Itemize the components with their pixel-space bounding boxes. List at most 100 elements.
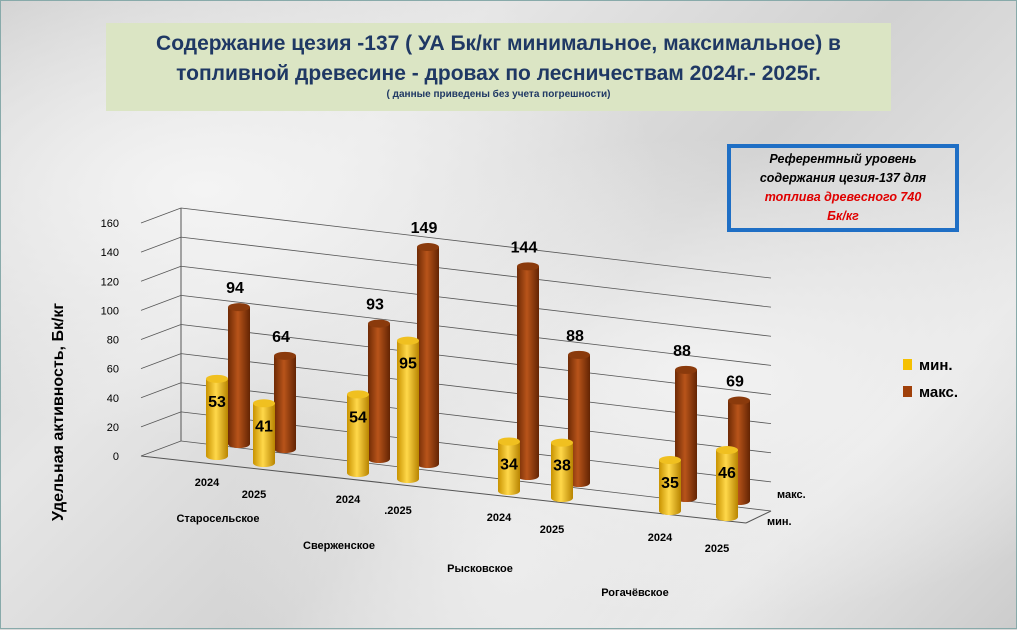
bar-min-body <box>498 441 520 491</box>
bar-max-body <box>274 355 296 449</box>
legend-label-min: мин. <box>919 357 953 374</box>
bar-min-base <box>253 459 275 467</box>
data-label-min: 35 <box>661 475 679 492</box>
bar-max-top <box>228 303 250 312</box>
bar-min-body <box>206 378 228 456</box>
bar-min-top <box>551 438 573 447</box>
bar-min <box>551 438 573 502</box>
bar-max-top <box>568 350 590 359</box>
y-tick-label: 140 <box>101 247 119 259</box>
bar-min <box>716 446 738 521</box>
data-label-min: 46 <box>718 465 736 482</box>
bar-max-body <box>368 323 390 459</box>
data-label-max: 88 <box>673 343 691 360</box>
legend-label-max: макс. <box>919 384 958 401</box>
bar-min-top <box>347 390 369 399</box>
bar-min-body <box>397 340 419 479</box>
bar-min-top <box>716 446 738 455</box>
x-tick-label: .2025 <box>384 505 412 517</box>
data-label-min: 34 <box>500 456 518 473</box>
gridline <box>140 411 182 428</box>
bar-max-base <box>417 460 439 468</box>
bar-min <box>347 390 369 477</box>
bar-min-top <box>498 437 520 446</box>
bar-max-body <box>228 307 250 444</box>
gridline <box>140 440 182 457</box>
bar-min <box>253 399 275 467</box>
x-tick-label: 2024 <box>648 532 673 544</box>
x-tick-label: 2025 <box>705 543 729 555</box>
bar-max-top <box>417 243 439 252</box>
data-label-max: 93 <box>366 297 384 314</box>
y-tick-label: 80 <box>107 335 119 347</box>
gridline <box>140 324 182 340</box>
gridline <box>140 382 182 399</box>
reference-line3: топлива древесного 740 <box>764 190 922 204</box>
bar-min <box>397 336 419 483</box>
group-label: Рысковское <box>447 563 513 575</box>
legend-swatch-min <box>903 359 912 370</box>
data-label-min: 54 <box>349 409 367 426</box>
bar-min-body <box>347 394 369 473</box>
bar-min-body <box>716 450 738 517</box>
data-label-max: 94 <box>226 280 244 297</box>
gridline <box>140 236 182 253</box>
y-tick-label: 120 <box>101 276 119 288</box>
data-label-max: 149 <box>411 220 438 237</box>
y-tick-label: 60 <box>107 364 119 376</box>
bar-min-base <box>498 487 520 495</box>
bar-max-top <box>517 262 539 271</box>
data-label-min: 41 <box>255 418 273 435</box>
bar-max-base <box>517 472 539 480</box>
bar-max-base <box>228 440 250 448</box>
legend-swatch-max <box>903 386 912 397</box>
bar-min-body <box>253 403 275 463</box>
bar-max-body <box>417 247 439 464</box>
gridline <box>180 324 772 395</box>
bar-min <box>498 437 520 495</box>
chart-title-line2: топливной древесине - дровах по лесничес… <box>176 62 821 85</box>
x-tick-label: 2025 <box>540 524 564 536</box>
x-tick-label: 2024 <box>487 512 512 524</box>
bar-min-base <box>659 507 681 515</box>
chart-note: ( данные приведены без учета погрешности… <box>386 89 611 100</box>
bar-min-base <box>397 475 419 483</box>
bar-min-base <box>716 513 738 521</box>
data-label-max: 69 <box>726 374 744 391</box>
gridline <box>140 353 182 370</box>
bar-min <box>659 456 681 515</box>
chart-title-line1: Содержание цезия -137 ( УА Бк/кг минимал… <box>156 32 841 55</box>
floor-right-edge <box>745 510 772 524</box>
gridline <box>140 265 182 282</box>
group-label: Старосельское <box>176 513 259 525</box>
bar-max-top <box>368 319 390 328</box>
bar-min-body <box>659 460 681 511</box>
bar-min-top <box>253 399 275 408</box>
bar-max-top <box>274 351 296 360</box>
bar-min-top <box>659 456 681 465</box>
bar-min-top <box>397 336 419 345</box>
y-tick-label: 40 <box>107 393 119 405</box>
bar-max <box>368 319 390 463</box>
bar-max-top <box>728 396 750 405</box>
y-tick-label: 100 <box>101 305 119 317</box>
depth-label-min: мин. <box>767 516 792 528</box>
gridline <box>180 265 772 337</box>
data-label-min: 38 <box>553 458 571 475</box>
y-tick-label: 0 <box>113 451 119 463</box>
y-tick-label: 20 <box>107 422 119 434</box>
group-label: Сверженское <box>303 540 375 552</box>
reference-line4: Бк/кг <box>827 209 859 223</box>
bar-max <box>568 350 590 487</box>
bar-min-body <box>551 442 573 498</box>
bar-min-base <box>206 452 228 460</box>
bar-max-base <box>368 455 390 463</box>
bar-max <box>517 262 539 480</box>
bar-max <box>417 243 439 468</box>
reference-line1: Референтный уровень <box>769 152 917 166</box>
bar-max-body <box>517 266 539 476</box>
data-label-max: 88 <box>566 328 584 345</box>
data-label-min: 53 <box>208 394 226 411</box>
